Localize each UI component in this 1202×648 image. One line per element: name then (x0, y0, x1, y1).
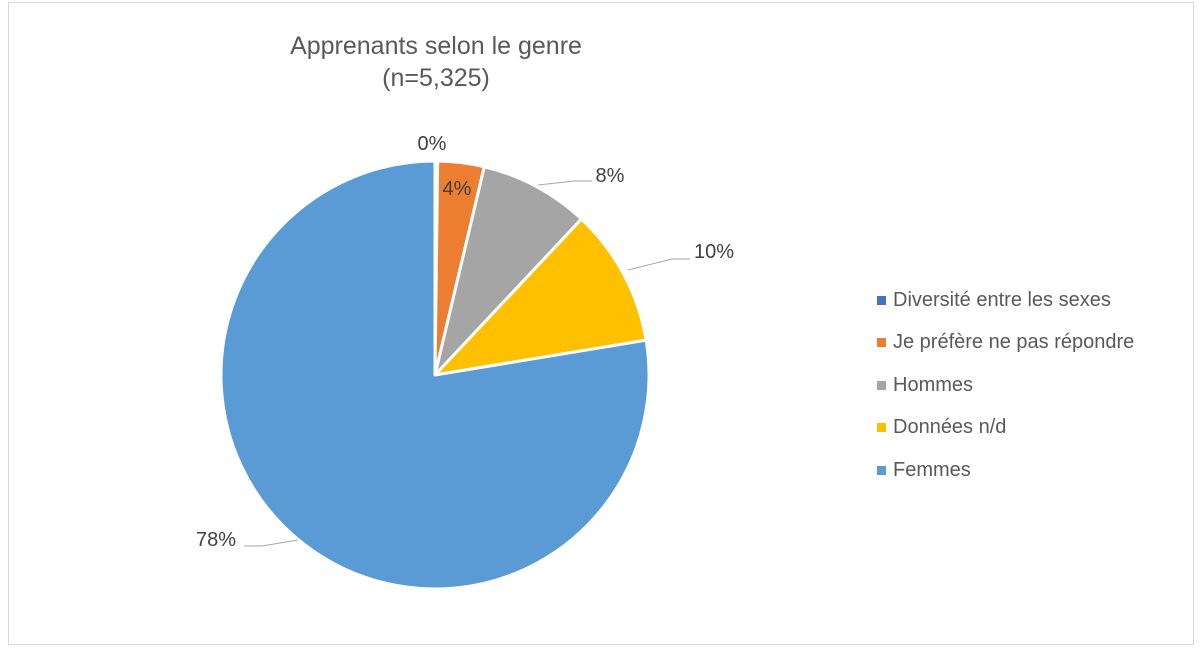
legend-label: Diversité entre les sexes (893, 288, 1111, 311)
legend-swatch (877, 338, 886, 348)
pie-slice-femmes (219, 159, 651, 591)
chart-title-text: Apprenants selon le genre (290, 32, 582, 60)
legend-item-diversite-entre-les-sexes: Diversité entre les sexes (877, 279, 1134, 322)
legend-swatch (877, 423, 886, 433)
data-label-diversite-entre-les-sexes: 0% (418, 133, 447, 155)
legend-swatch (877, 465, 886, 475)
pie-slice-hommes (433, 165, 583, 377)
chart-subtitle-text: (n=5,325) (382, 64, 490, 92)
leader-line-hommes (537, 180, 592, 186)
legend-item-femmes: Femmes (877, 449, 1134, 492)
legend-label: Femmes (893, 458, 971, 481)
data-label-hommes: 8% (596, 165, 625, 187)
data-label-femmes: 78% (196, 529, 236, 551)
legend-item-hommes: Hommes (877, 364, 1134, 407)
leader-line-donnees-n-d (627, 258, 690, 271)
pie-slices (219, 159, 651, 591)
data-label-donnees-n-d: 10% (694, 241, 734, 263)
chart-title: Apprenants selon le genre (n=5,325) (186, 30, 686, 94)
pie-slice-donnees-n-d (433, 217, 648, 377)
data-labels: 0% 4% 8% 10% 78% (196, 133, 734, 551)
legend-item-donnees-n-d: Données n/d (877, 407, 1134, 450)
legend-swatch (877, 295, 886, 305)
legend-label: Hommes (893, 373, 974, 396)
legend-swatch (877, 380, 886, 390)
leader-line-femmes (244, 539, 299, 547)
leader-lines (244, 180, 690, 547)
legend-label: Je préfère ne pas répondre (893, 331, 1135, 354)
legend: Diversité entre les sexes Je préfère ne p… (877, 279, 1134, 492)
data-label-je-prefere-ne-pas-repondre: 4% (443, 178, 472, 200)
legend-label: Données n/d (893, 416, 1007, 439)
legend-item-je-prefere-ne-pas-repondre: Je préfère ne pas répondre (877, 322, 1134, 365)
